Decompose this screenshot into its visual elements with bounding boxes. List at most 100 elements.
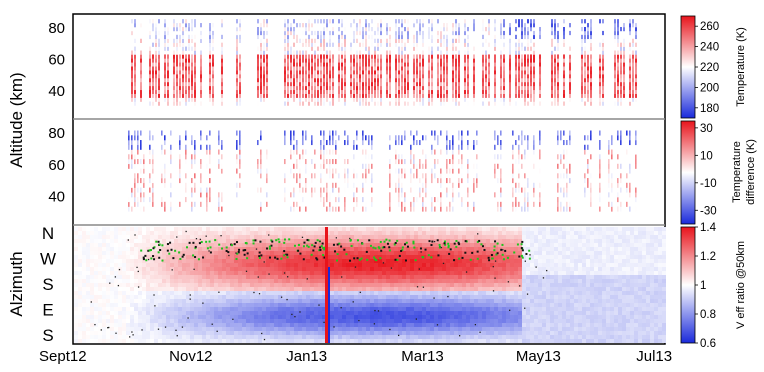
heatmap-cell — [318, 335, 322, 339]
heatmap-cell — [293, 187, 295, 193]
heatmap-cell — [365, 168, 367, 174]
heatmap-cell — [246, 307, 250, 311]
heatmap-cell — [170, 331, 174, 335]
heatmap-cell — [128, 163, 130, 169]
heatmap-cell — [521, 77, 523, 83]
heatmap-cell — [254, 319, 258, 323]
heatmap-cell — [629, 46, 631, 51]
heatmap-cell — [134, 50, 136, 55]
heatmap-cell — [149, 46, 151, 51]
heatmap-cell — [389, 197, 391, 203]
heatmap-cell — [266, 271, 270, 275]
heatmap-cell — [230, 227, 234, 231]
heatmap-cell — [326, 93, 328, 98]
heatmap-cell — [102, 319, 106, 323]
heatmap-cell — [407, 38, 409, 43]
heatmap-cell — [260, 149, 262, 155]
heatmap-cell — [174, 311, 178, 315]
heatmap-cell — [118, 235, 122, 239]
heatmap-cell — [246, 299, 250, 303]
heatmap-cell — [310, 335, 314, 339]
heatmap-cell — [329, 74, 331, 79]
heatmap-cell — [236, 168, 238, 174]
heatmap-cell — [236, 140, 238, 146]
heatmap-cell — [114, 247, 118, 251]
heatmap-cell — [210, 295, 214, 299]
heatmap-cell — [239, 54, 241, 59]
heatmap-cell — [509, 30, 511, 36]
heatmap-cell — [302, 291, 306, 295]
heatmap-cell — [419, 85, 421, 91]
heatmap-cell — [106, 275, 110, 279]
heatmap-cell — [209, 46, 211, 51]
heatmap-cell — [262, 243, 266, 247]
heatmap-cell — [527, 42, 529, 47]
heatmap-cell — [494, 38, 496, 43]
heatmap-cell — [260, 58, 262, 63]
heatmap-cell — [102, 271, 106, 275]
heatmap-cell — [260, 135, 262, 141]
heatmap-cell — [266, 291, 270, 295]
heatmap-cell — [218, 163, 220, 169]
heatmap-cell — [114, 239, 118, 243]
heatmap-cell — [194, 327, 198, 331]
heatmap-cell — [377, 66, 379, 71]
heatmap-cell — [98, 303, 102, 307]
heatmap-cell — [389, 93, 391, 98]
heatmap-cell — [560, 187, 562, 193]
heatmap-cell — [344, 50, 346, 55]
heatmap-cell — [299, 206, 301, 212]
heatmap-cell — [234, 303, 238, 307]
heatmap-cell — [110, 303, 114, 307]
heatmap-cell — [509, 38, 511, 43]
heatmap-cell — [341, 30, 343, 36]
heatmap-cell — [94, 235, 98, 239]
heatmap-cell — [250, 279, 254, 283]
heatmap-cell — [138, 323, 142, 327]
heatmap-cell — [344, 206, 346, 212]
heatmap-cell — [560, 154, 562, 160]
heatmap-cell — [359, 62, 361, 67]
heatmap-cell — [302, 93, 304, 98]
heatmap-cell — [401, 81, 403, 87]
heatmap-cell — [194, 58, 196, 63]
heatmap-cell — [114, 271, 118, 275]
heatmap-cell — [236, 154, 238, 160]
heatmap-cell — [467, 34, 469, 40]
heatmap-cell — [569, 140, 571, 146]
heatmap-cell — [401, 62, 403, 67]
heatmap-cell — [338, 58, 340, 63]
heatmap-cell — [551, 62, 553, 67]
heatmap-cell — [158, 81, 160, 87]
heatmap-cell — [262, 335, 266, 339]
heatmap-cell — [398, 54, 400, 59]
heatmap-cell — [290, 227, 294, 231]
heatmap-cell — [174, 331, 178, 335]
heatmap-cell — [539, 81, 541, 87]
heatmap-cell — [530, 46, 532, 51]
heatmap-cell — [305, 168, 307, 174]
heatmap-cell — [102, 327, 106, 331]
heatmap-cell — [94, 231, 98, 235]
heatmap-cell — [416, 173, 418, 179]
heatmap-cell — [461, 197, 463, 203]
heatmap-cell — [122, 335, 126, 339]
heatmap-cell — [320, 197, 322, 203]
heatmap-cell — [320, 101, 322, 106]
heatmap-cell — [389, 85, 391, 91]
heatmap-cell — [371, 97, 373, 102]
heatmap-cell — [128, 159, 130, 165]
heatmap-cell — [78, 295, 82, 299]
heatmap-cell — [389, 144, 391, 150]
heatmap-cell — [389, 201, 391, 207]
heatmap-cell — [527, 58, 529, 63]
heatmap-cell — [518, 173, 520, 179]
heatmap-cell — [482, 42, 484, 47]
heatmap-cell — [569, 54, 571, 59]
heatmap-cell — [167, 42, 169, 47]
heatmap-cell — [246, 267, 250, 271]
heatmap-cell — [302, 335, 306, 339]
heatmap-cell — [284, 23, 286, 28]
heatmap-cell — [587, 81, 589, 87]
heatmap-cell — [246, 255, 250, 259]
